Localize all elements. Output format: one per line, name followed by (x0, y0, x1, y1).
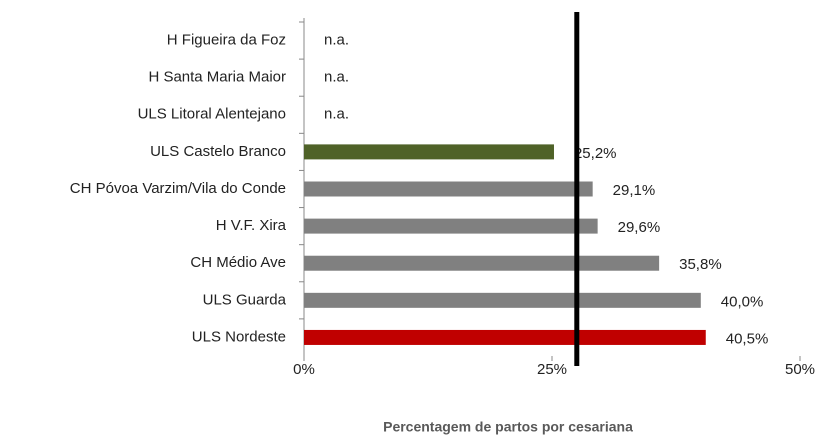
y-tick-label: ULS Guarda (203, 291, 287, 308)
value-label: 40,0% (721, 293, 764, 310)
value-label: 40,5% (726, 330, 769, 347)
x-tick-label: 50% (785, 361, 815, 378)
value-label: 35,8% (679, 256, 722, 273)
x-tick-label: 0% (293, 361, 315, 378)
value-label: 25,2% (574, 145, 617, 162)
bar (304, 329, 706, 345)
y-tick-label: ULS Nordeste (192, 328, 286, 345)
bar (304, 144, 554, 160)
bar (304, 181, 593, 197)
y-tick-label: H V.F. Xira (216, 217, 287, 234)
y-tick-label: ULS Litoral Alentejano (138, 106, 286, 123)
value-label: n.a. (324, 69, 349, 86)
value-label: 29,1% (613, 182, 656, 199)
x-axis-title: Percentagem de partos por cesariana (383, 419, 633, 435)
value-label: n.a. (324, 32, 349, 49)
value-label: 29,6% (618, 219, 661, 236)
x-tick-label: 25% (537, 361, 567, 378)
y-tick-label: CH Médio Ave (190, 254, 286, 271)
bar (304, 218, 598, 234)
y-tick-label: ULS Castelo Branco (150, 143, 286, 160)
y-tick-label: H Santa Maria Maior (148, 69, 286, 86)
bar (304, 255, 660, 271)
y-tick-label: H Figueira da Foz (167, 32, 286, 49)
bar (304, 292, 701, 308)
value-label: n.a. (324, 106, 349, 123)
y-tick-label: CH Póvoa Varzim/Vila do Conde (70, 180, 286, 197)
